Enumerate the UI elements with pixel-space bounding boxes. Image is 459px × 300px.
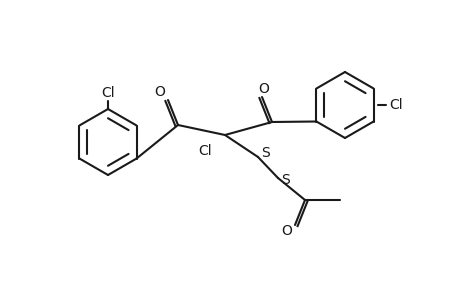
Text: O: O [154, 85, 165, 99]
Text: O: O [258, 82, 269, 96]
Text: S: S [261, 146, 270, 160]
Text: S: S [281, 173, 290, 187]
Text: O: O [281, 224, 292, 238]
Text: Cl: Cl [101, 86, 115, 100]
Text: Cl: Cl [198, 144, 211, 158]
Text: Cl: Cl [388, 98, 402, 112]
